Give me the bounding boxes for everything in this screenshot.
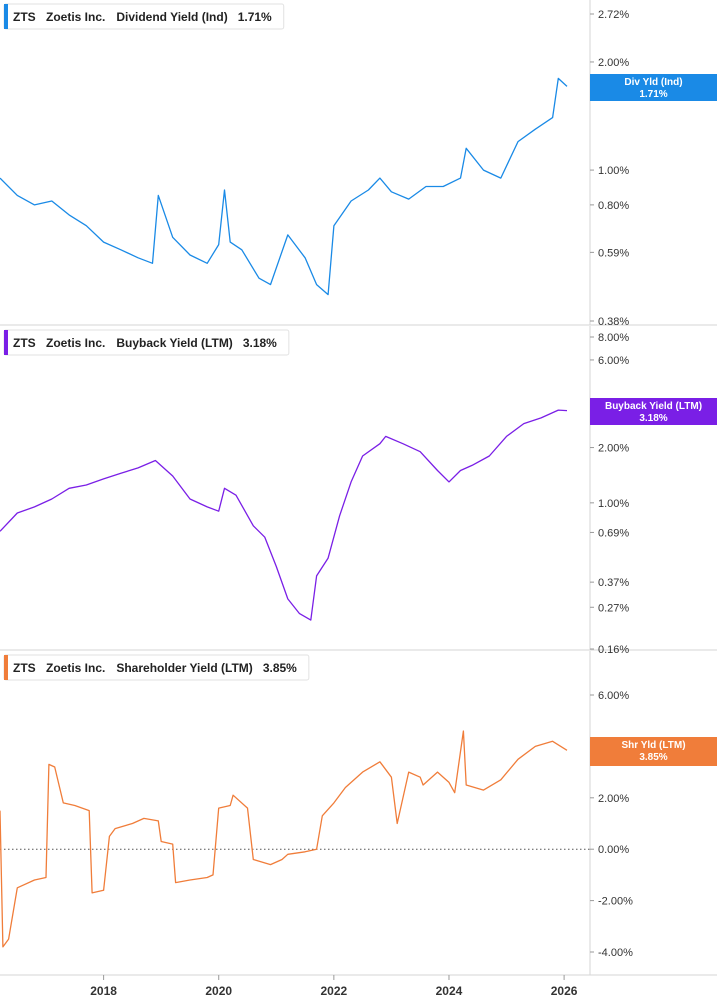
legend-metric: Buyback Yield (LTM) xyxy=(116,336,232,350)
y-tick-label: -2.00% xyxy=(598,896,633,908)
legend-color-swatch xyxy=(4,4,8,29)
badge-value: 3.85% xyxy=(639,752,667,763)
badge-background xyxy=(590,398,717,425)
y-tick-label: 2.00% xyxy=(598,57,629,69)
panel-2: 8.00% 6.00% 2.00% 1.00% 0.69% 0.37% 0.27% 0.16%… xyxy=(0,326,717,656)
y-tick-label: 0.69% xyxy=(598,527,629,539)
x-tick-label: 2022 xyxy=(321,984,348,998)
legend-ticker: ZTS xyxy=(13,661,36,675)
legend-company: Zoetis Inc. xyxy=(46,661,105,675)
y-tick-label: 0.59% xyxy=(598,247,629,259)
x-tick-label: 2020 xyxy=(205,984,232,998)
panel-3: 6.00%4.00%2.00%0.00%-2.00%-4.00%Shr Yld … xyxy=(0,651,717,976)
y-tick-label: 1.00% xyxy=(598,498,629,510)
y-tick-label: 6.00% xyxy=(598,355,629,367)
chart-panels: 2.72% 2.00% 1.00% 0.80% 0.59% 0.38% Div Yld (I… xyxy=(0,0,717,976)
current-value-badge: Shr Yld (LTM)3.85% xyxy=(590,737,717,766)
y-tick-label: 1.00% xyxy=(598,165,629,177)
y-tick-label: 2.00% xyxy=(598,793,629,805)
x-tick-label: 2024 xyxy=(436,984,463,998)
panel-1: 2.72% 2.00% 1.00% 0.80% 0.59% 0.38% Div Yld (I… xyxy=(0,0,717,328)
y-tick-label: 8.00% xyxy=(598,332,629,344)
legend-metric: Dividend Yield (Ind) xyxy=(116,10,227,24)
badge-background xyxy=(590,737,717,766)
legend: ZTS Zoetis Inc. Buyback Yield (LTM) 3.18% xyxy=(3,329,290,356)
legend-value: 3.85% xyxy=(263,661,297,675)
y-tick-label: 0.38% xyxy=(598,316,629,328)
legend: ZTS Zoetis Inc. Dividend Yield (Ind) 1.71% xyxy=(3,3,285,30)
y-tick-label: 6.00% xyxy=(598,690,629,702)
badge-title: Buyback Yield (LTM) xyxy=(605,401,702,412)
legend-company: Zoetis Inc. xyxy=(46,336,105,350)
series-line-1 xyxy=(0,77,568,296)
legend-metric: Shareholder Yield (LTM) xyxy=(116,661,252,675)
legend-value: 1.71% xyxy=(238,10,272,24)
badge-title: Div Yld (Ind) xyxy=(624,77,682,88)
y-tick-label: 0.80% xyxy=(598,200,629,212)
series-line-3 xyxy=(0,730,568,948)
legend-color-swatch xyxy=(4,330,8,355)
badge-value: 3.18% xyxy=(639,413,667,424)
badge-title: Shr Yld (LTM) xyxy=(621,740,685,751)
current-value-badge: Div Yld (Ind)1.71% xyxy=(590,74,717,101)
y-tick-label: 0.37% xyxy=(598,577,629,589)
y-tick-label: -4.00% xyxy=(598,947,633,959)
x-tick-label: 2026 xyxy=(551,984,578,998)
y-tick-label: 2.00% xyxy=(598,443,629,455)
x-axis: 2018 2020 2022 2024 2026 xyxy=(0,974,590,998)
y-tick-label: 0.16% xyxy=(598,644,629,656)
y-tick-label: 0.00% xyxy=(598,844,629,856)
legend-value: 3.18% xyxy=(243,336,277,350)
legend: ZTS Zoetis Inc. Shareholder Yield (LTM) 3.8… xyxy=(3,654,310,681)
legend-ticker: ZTS xyxy=(13,336,36,350)
badge-background xyxy=(590,74,717,101)
current-value-badge: Buyback Yield (LTM)3.18% xyxy=(590,398,717,425)
series-line-2 xyxy=(0,409,568,621)
legend-company: Zoetis Inc. xyxy=(46,10,105,24)
x-tick-label: 2018 xyxy=(90,984,117,998)
y-tick-label: 2.72% xyxy=(598,9,629,21)
y-tick-label: 0.27% xyxy=(598,602,629,614)
legend-color-swatch xyxy=(4,655,8,680)
badge-value: 1.71% xyxy=(639,89,667,100)
legend-ticker: ZTS xyxy=(13,10,36,24)
